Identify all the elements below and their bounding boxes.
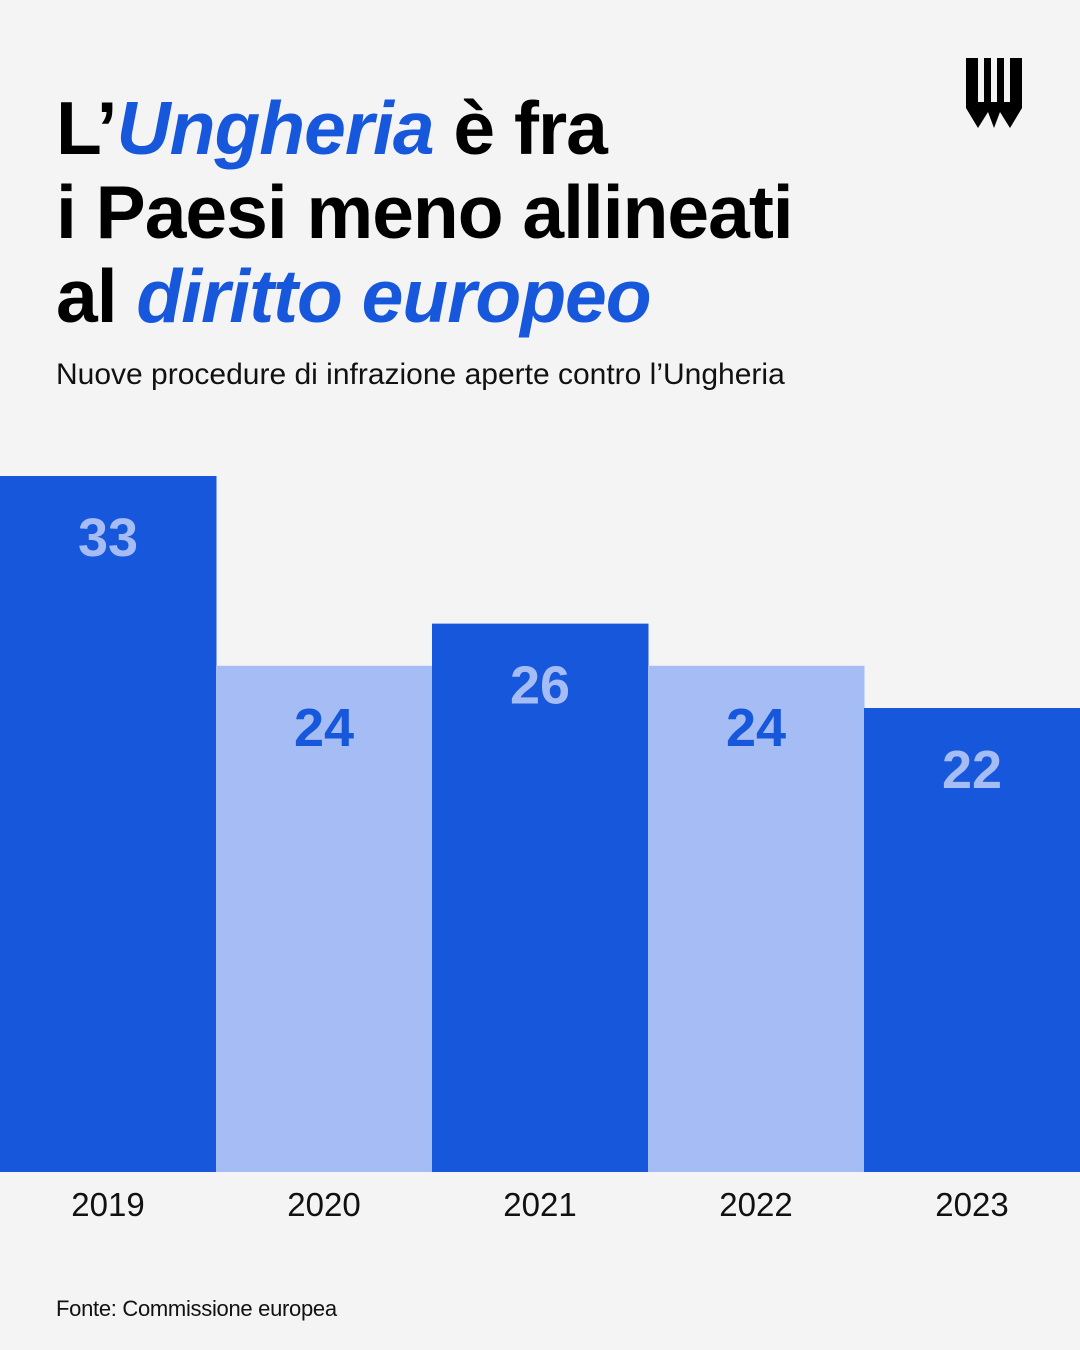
data-label-2019: 33 [78, 508, 138, 568]
bar-2023 [864, 708, 1080, 1172]
x-tick-2023: 2023 [935, 1186, 1008, 1223]
title-highlight-diritto: diritto europeo [136, 254, 651, 338]
title-highlight-ungheria: Ungheria [116, 86, 435, 170]
x-tick-2021: 2021 [503, 1186, 576, 1223]
x-tick-2019: 2019 [71, 1186, 144, 1223]
title-text-1: L’ [56, 86, 118, 170]
bar-2021 [432, 623, 649, 1172]
bar-2020 [216, 665, 433, 1172]
chart-subtitle: Nuove procedure di infrazione aperte con… [56, 358, 785, 391]
x-tick-2020: 2020 [287, 1186, 360, 1223]
publisher-logo-icon [966, 58, 1022, 128]
bar-2022 [648, 665, 865, 1172]
x-tick-2022: 2022 [719, 1186, 792, 1223]
chart-title: L’Ungheria è fra i Paesi meno allineati … [56, 86, 936, 338]
data-label-2021: 26 [510, 656, 570, 716]
data-label-2020: 24 [294, 698, 354, 758]
data-label-2022: 24 [726, 698, 786, 758]
source-note: Fonte: Commissione europea [56, 1296, 337, 1321]
title-text-4: al [56, 254, 137, 338]
title-text-3: i Paesi meno allineati [56, 170, 794, 254]
bar-2019 [0, 476, 217, 1172]
data-label-2023: 22 [942, 740, 1002, 800]
title-text-2: è fra [433, 86, 607, 170]
